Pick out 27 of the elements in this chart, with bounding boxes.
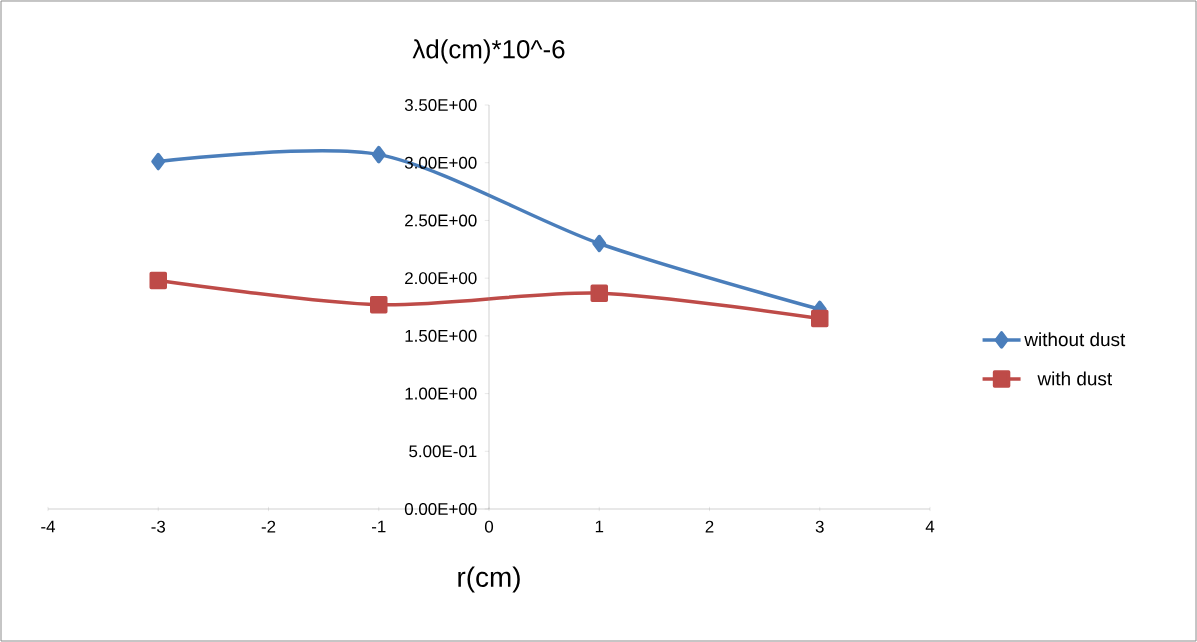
x-tick-label: -4	[41, 520, 56, 533]
x-tick-label: -2	[261, 520, 276, 533]
y-tick-label: 3.50E+00	[404, 99, 477, 111]
y-tick-label: 5.00E-01	[409, 445, 477, 458]
legend-label: without dust	[1024, 332, 1126, 347]
x-tick-label: 2	[705, 520, 714, 533]
point	[371, 145, 386, 164]
x-axis-title: r(cm)	[458, 566, 520, 593]
x-tick-label: 1	[595, 520, 604, 533]
chart-title: λd(cm)*10^-6	[412, 39, 565, 64]
point	[149, 271, 167, 290]
x-tick-label: 0	[484, 520, 494, 533]
y-tick-label: 1.50E+00	[405, 329, 477, 342]
point	[370, 295, 388, 314]
y-tick-label: 1.00E+00	[405, 387, 477, 400]
y-tick-label: 2.50E+00	[405, 214, 477, 227]
point	[151, 152, 166, 171]
legend-label: with dust	[1037, 371, 1113, 386]
point	[592, 234, 607, 253]
x-tick-label: -3	[151, 520, 166, 533]
point	[590, 284, 608, 302]
point	[811, 309, 829, 328]
x-tick-label: 3	[815, 520, 824, 533]
y-tick-label: 0.00E+00	[404, 503, 477, 515]
x-tick-label: 4	[925, 520, 935, 533]
y-tick-label: 2.00E+00	[405, 272, 477, 285]
x-tick-label: -1	[371, 520, 386, 533]
